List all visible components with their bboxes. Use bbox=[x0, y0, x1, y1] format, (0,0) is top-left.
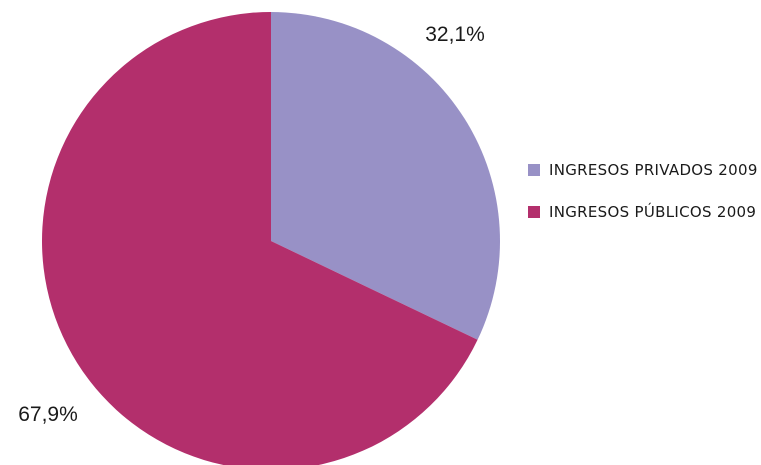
legend-item-privados: INGRESOS PRIVADOS 2009 bbox=[528, 160, 761, 180]
legend-swatch-publicos bbox=[528, 206, 540, 218]
pie-slice-privados bbox=[271, 12, 500, 340]
legend: INGRESOS PRIVADOS 2009 INGRESOS PÚBLICOS… bbox=[528, 160, 761, 244]
slice-label-publicos: 67,9% bbox=[18, 403, 78, 426]
pie-slices bbox=[42, 12, 500, 465]
legend-label-privados: INGRESOS PRIVADOS 2009 bbox=[549, 161, 758, 179]
pie-slice-publicos bbox=[42, 12, 478, 465]
legend-item-publicos: INGRESOS PÚBLICOS 2009 bbox=[528, 202, 761, 222]
pie-labels: 32,1% 67,9% bbox=[18, 23, 485, 426]
legend-label-publicos: INGRESOS PÚBLICOS 2009 bbox=[549, 203, 757, 221]
slice-label-privados: 32,1% bbox=[425, 23, 485, 46]
legend-swatch-privados bbox=[528, 164, 540, 176]
